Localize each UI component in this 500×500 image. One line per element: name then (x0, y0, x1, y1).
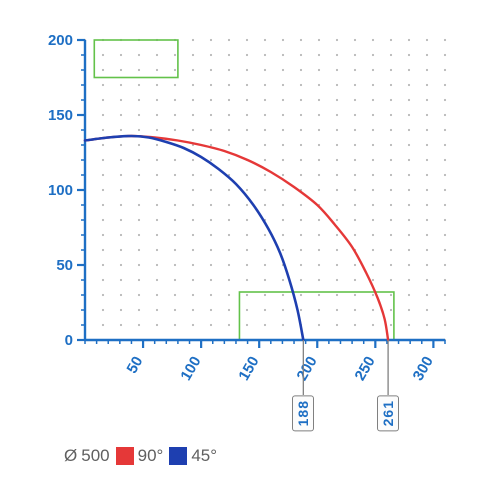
svg-text:250: 250 (352, 354, 379, 384)
svg-text:200: 200 (293, 354, 320, 384)
svg-text:300: 300 (410, 354, 437, 384)
legend-label-90: 90° (138, 446, 164, 466)
svg-text:150: 150 (48, 107, 73, 124)
cutting-chart: 0 50 100 150 200 50 100 150 200 250 300 (30, 30, 470, 470)
svg-text:200: 200 (48, 32, 73, 49)
swatch-45 (169, 447, 187, 465)
legend-item-90: 90° (116, 446, 164, 466)
svg-text:100: 100 (177, 354, 204, 384)
legend: Ø 500 90° 45° (64, 446, 217, 466)
swatch-90 (116, 447, 134, 465)
callout-261: 261 (377, 395, 399, 431)
callout-188: 188 (292, 395, 314, 431)
svg-text:0: 0 (65, 332, 73, 349)
legend-item-45: 45° (169, 446, 217, 466)
diameter-value: 500 (81, 446, 109, 466)
legend-label-45: 45° (191, 446, 217, 466)
legend-diameter: Ø 500 (64, 446, 110, 466)
diameter-symbol: Ø (64, 446, 77, 466)
svg-text:100: 100 (48, 182, 73, 199)
svg-text:150: 150 (235, 354, 262, 384)
svg-text:50: 50 (123, 354, 146, 377)
svg-text:50: 50 (56, 257, 73, 274)
